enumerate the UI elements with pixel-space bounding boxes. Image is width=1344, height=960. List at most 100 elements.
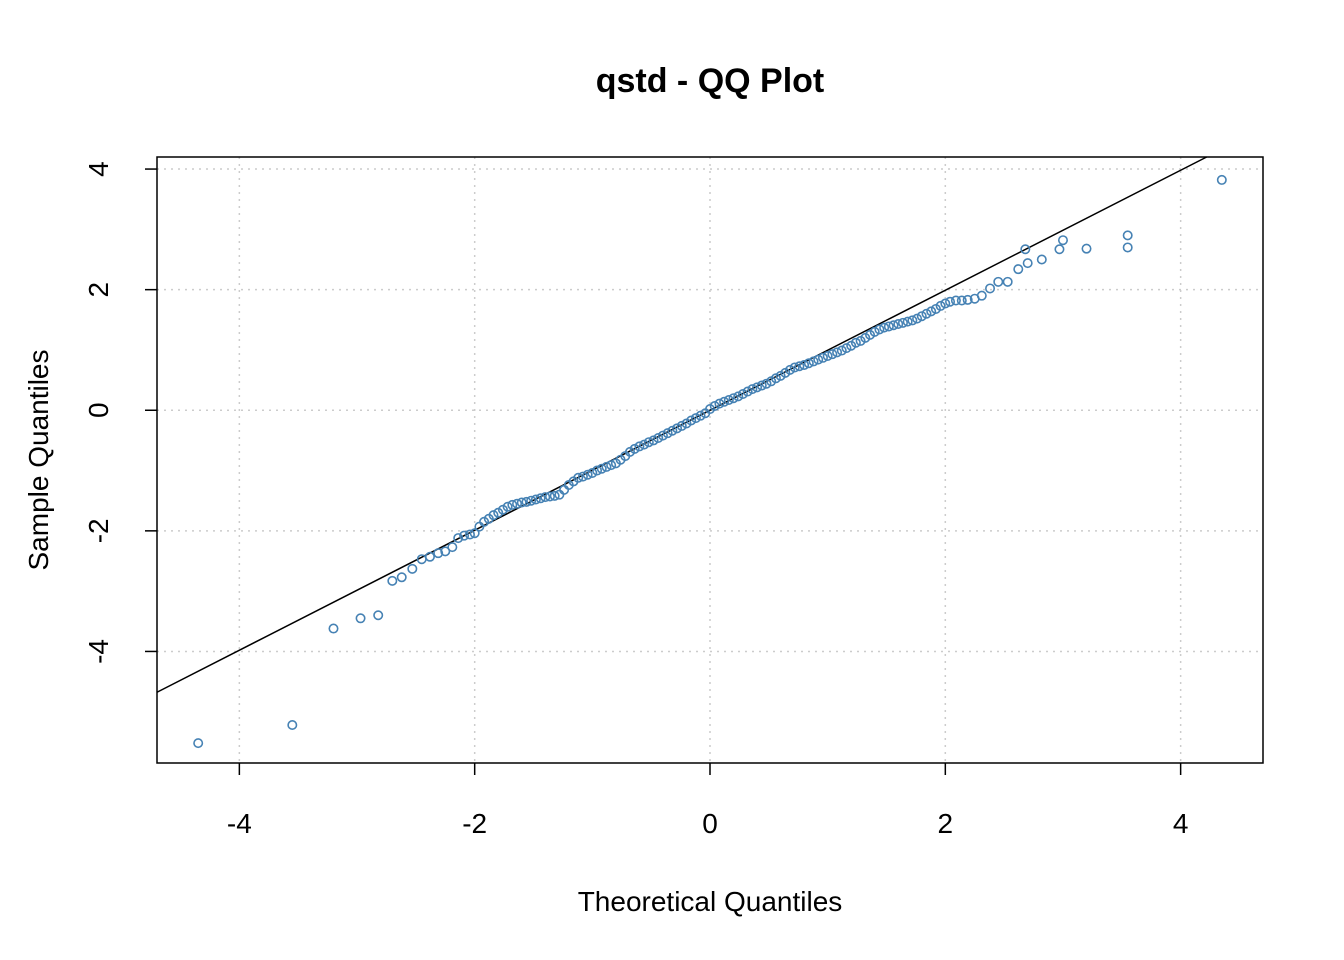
data-point xyxy=(761,378,772,389)
data-point xyxy=(836,345,847,356)
y-tick-label: -4 xyxy=(83,639,114,664)
data-point xyxy=(985,283,996,294)
data-point xyxy=(396,572,407,583)
data-point xyxy=(902,316,913,327)
data-point xyxy=(1216,174,1227,185)
data-point xyxy=(453,533,464,544)
data-point xyxy=(488,510,499,521)
data-point xyxy=(916,311,927,322)
data-point xyxy=(193,738,204,749)
data-point xyxy=(459,530,470,541)
data-points xyxy=(193,174,1227,749)
data-point xyxy=(993,276,1004,287)
data-point xyxy=(469,528,480,539)
data-point xyxy=(601,461,612,472)
data-point xyxy=(897,317,908,328)
data-point xyxy=(1002,276,1013,287)
data-point xyxy=(935,300,946,311)
data-point xyxy=(559,484,570,495)
data-point xyxy=(752,382,763,393)
y-axis-label: Sample Quantiles xyxy=(23,349,54,570)
data-point xyxy=(714,398,725,409)
chart-title: qstd - QQ Plot xyxy=(596,62,825,100)
data-point xyxy=(667,425,678,436)
data-point xyxy=(747,384,758,395)
data-point xyxy=(440,546,451,557)
data-point xyxy=(690,413,701,424)
x-axis-label: Theoretical Quantiles xyxy=(578,886,843,917)
data-point xyxy=(789,362,800,373)
data-point xyxy=(512,498,523,509)
data-point xyxy=(387,575,398,586)
data-point xyxy=(1054,244,1065,255)
data-point xyxy=(502,501,513,512)
data-point xyxy=(657,430,668,441)
data-point xyxy=(587,467,598,478)
data-point xyxy=(962,294,973,305)
data-point xyxy=(433,548,444,559)
data-point xyxy=(737,388,748,399)
data-point xyxy=(577,471,588,482)
data-point xyxy=(728,393,739,404)
data-point xyxy=(634,441,645,452)
data-point xyxy=(695,410,706,421)
data-point xyxy=(549,490,560,501)
data-point xyxy=(850,337,861,348)
data-point xyxy=(883,321,894,332)
x-tick-label: 4 xyxy=(1173,808,1189,839)
y-tick-label: 2 xyxy=(83,282,114,298)
data-point xyxy=(1022,258,1033,269)
data-point xyxy=(709,401,720,412)
data-point xyxy=(573,472,584,483)
data-point xyxy=(921,308,932,319)
data-point xyxy=(582,469,593,480)
data-point xyxy=(956,295,967,306)
data-point xyxy=(516,497,527,508)
data-point xyxy=(507,499,518,510)
data-point xyxy=(770,373,781,384)
data-point xyxy=(526,495,537,506)
y-tick-label: -2 xyxy=(83,518,114,543)
data-point xyxy=(813,354,824,365)
data-point xyxy=(596,463,607,474)
data-point xyxy=(1036,254,1047,265)
data-point xyxy=(803,358,814,369)
data-point xyxy=(606,460,617,471)
data-point xyxy=(540,492,551,503)
data-point xyxy=(676,420,687,431)
data-point xyxy=(407,563,418,574)
y-tick-label: 4 xyxy=(83,161,114,177)
x-axis: -4 -2 0 2 4 xyxy=(227,763,1189,839)
x-tick-label: -2 xyxy=(462,808,487,839)
data-point xyxy=(653,432,664,443)
data-point xyxy=(1057,235,1068,246)
data-point xyxy=(733,391,744,402)
x-tick-label: 0 xyxy=(702,808,718,839)
data-point xyxy=(535,493,546,504)
data-point xyxy=(950,295,961,306)
y-axis: -4 -2 0 2 4 xyxy=(83,161,157,664)
data-point xyxy=(832,347,843,358)
data-point xyxy=(629,443,640,454)
data-point xyxy=(785,364,796,375)
data-point xyxy=(742,386,753,397)
data-point xyxy=(893,319,904,330)
x-tick-label: 2 xyxy=(938,808,954,839)
data-point xyxy=(672,423,683,434)
data-point xyxy=(719,396,730,407)
data-point xyxy=(662,428,673,439)
data-point xyxy=(926,306,937,317)
data-point xyxy=(827,349,838,360)
data-point xyxy=(1122,242,1133,253)
data-point xyxy=(287,720,298,731)
data-point xyxy=(464,529,475,540)
data-point xyxy=(424,551,435,562)
data-point xyxy=(912,313,923,324)
data-point xyxy=(879,322,890,333)
data-point xyxy=(945,296,956,307)
data-point xyxy=(888,320,899,331)
data-point xyxy=(874,324,885,335)
data-point xyxy=(869,326,880,337)
data-point xyxy=(592,465,603,476)
